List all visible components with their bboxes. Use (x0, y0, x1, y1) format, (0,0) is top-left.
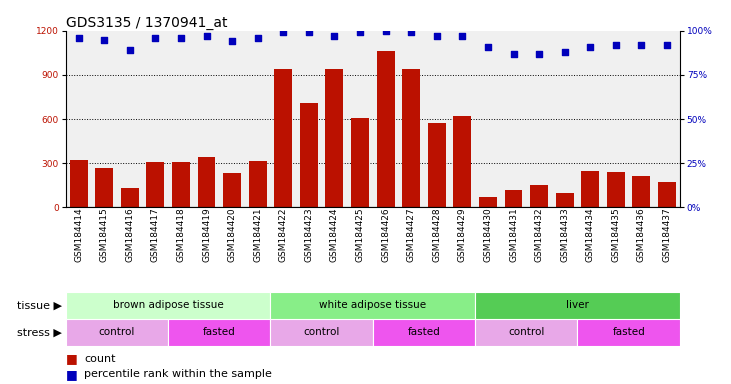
Text: GSM184433: GSM184433 (560, 207, 569, 262)
Point (200, 33, 212, 39)
Text: GSM184421: GSM184421 (253, 207, 262, 262)
Bar (530, 185, 548, 207)
Text: GSM184429: GSM184429 (458, 207, 467, 262)
Text: GSM184428: GSM184428 (432, 207, 442, 262)
Bar (453, 116, 471, 207)
Text: GSM184426: GSM184426 (381, 207, 390, 262)
Text: GSM184420: GSM184420 (227, 207, 237, 262)
Point (175, 35, 187, 41)
Text: GSM184414: GSM184414 (74, 207, 83, 262)
Bar (376, 51, 395, 207)
Text: GSM184435: GSM184435 (611, 207, 621, 262)
Text: GDS3135 / 1370941_at: GDS3135 / 1370941_at (66, 16, 227, 30)
Point (226, 38, 238, 45)
Text: GSM184422: GSM184422 (279, 207, 288, 262)
Text: GSM184419: GSM184419 (202, 207, 211, 262)
Bar (577, 319, 680, 346)
Text: GSM184415: GSM184415 (99, 207, 109, 262)
Point (329, 33, 341, 39)
Bar (270, 292, 475, 319)
Point (251, 35, 263, 41)
Text: GSM184425: GSM184425 (355, 207, 365, 262)
Point (405, 30, 417, 36)
Text: ■: ■ (66, 353, 77, 366)
Point (610, 42, 621, 48)
Point (73, 35, 84, 41)
Point (482, 43, 494, 50)
Bar (300, 103, 318, 207)
Bar (66, 292, 270, 319)
Bar (121, 188, 139, 207)
Bar (479, 197, 497, 207)
Text: fasted: fasted (408, 327, 440, 337)
Bar (658, 182, 676, 207)
Text: white adipose tissue: white adipose tissue (319, 300, 426, 310)
Text: fasted: fasted (613, 327, 645, 337)
Text: GSM184423: GSM184423 (304, 207, 314, 262)
Text: GSM184430: GSM184430 (483, 207, 493, 262)
Point (124, 47, 136, 53)
Bar (69, 160, 88, 207)
Text: GSM184434: GSM184434 (586, 207, 595, 262)
Text: GSM184416: GSM184416 (125, 207, 135, 262)
Bar (172, 162, 190, 207)
Point (456, 33, 469, 39)
Text: stress ▶: stress ▶ (18, 327, 62, 337)
Bar (475, 319, 577, 346)
Point (431, 33, 442, 39)
Text: GSM184418: GSM184418 (176, 207, 186, 262)
Bar (274, 69, 292, 207)
Bar (325, 69, 344, 207)
Bar (223, 173, 241, 207)
Bar (402, 69, 420, 207)
Text: GSM184424: GSM184424 (330, 207, 339, 262)
Text: control: control (303, 327, 340, 337)
Bar (556, 194, 574, 207)
Point (661, 42, 673, 48)
Point (303, 30, 315, 36)
Bar (168, 319, 270, 346)
Text: tissue ▶: tissue ▶ (17, 300, 62, 310)
Point (507, 51, 519, 57)
Text: fasted: fasted (203, 327, 235, 337)
Bar (581, 170, 599, 207)
Point (558, 49, 570, 55)
Point (98, 36, 110, 43)
Point (380, 28, 392, 34)
Point (585, 43, 596, 50)
Text: GSM184432: GSM184432 (534, 207, 544, 262)
Point (534, 51, 545, 57)
Bar (66, 319, 168, 346)
Bar (607, 172, 625, 207)
Bar (632, 177, 651, 207)
Text: control: control (99, 327, 135, 337)
Point (635, 42, 648, 48)
Bar (475, 292, 680, 319)
Text: GSM184437: GSM184437 (662, 207, 672, 262)
Bar (249, 161, 267, 207)
Point (354, 30, 366, 36)
Text: GSM184436: GSM184436 (637, 207, 646, 262)
Text: ■: ■ (66, 368, 77, 381)
Point (149, 35, 161, 41)
Bar (428, 123, 446, 207)
Text: percentile rank within the sample: percentile rank within the sample (84, 369, 272, 379)
Bar (146, 162, 164, 207)
Text: GSM184431: GSM184431 (509, 207, 518, 262)
Text: GSM184427: GSM184427 (406, 207, 416, 262)
Bar (197, 157, 216, 207)
Text: brown adipose tissue: brown adipose tissue (113, 300, 224, 310)
Bar (373, 319, 475, 346)
Text: liver: liver (566, 300, 589, 310)
Text: control: control (508, 327, 545, 337)
Point (277, 30, 289, 36)
Bar (504, 190, 523, 207)
Text: count: count (84, 354, 115, 364)
Text: GSM184417: GSM184417 (151, 207, 160, 262)
Bar (351, 118, 369, 207)
Bar (95, 167, 113, 207)
Bar (270, 319, 373, 346)
